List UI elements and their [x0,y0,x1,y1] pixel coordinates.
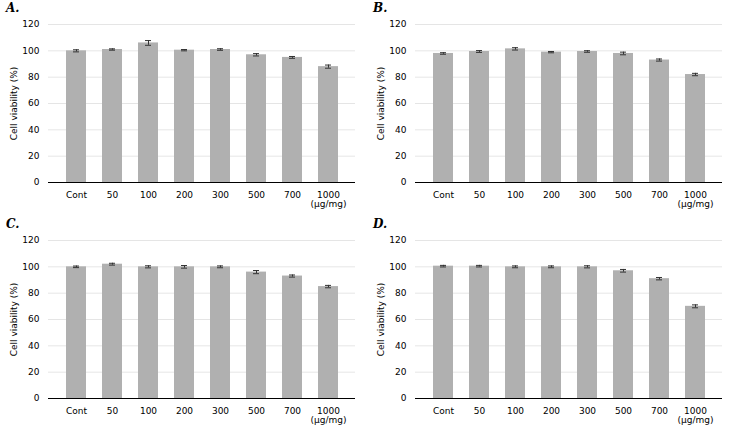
svg-text:Cell viability (%): Cell viability (%) [376,283,386,357]
svg-text:80: 80 [28,72,40,82]
svg-text:1000(μg/mg): 1000(μg/mg) [311,190,347,209]
svg-text:80: 80 [395,72,407,82]
svg-text:60: 60 [28,98,40,108]
svg-text:200: 200 [176,406,193,416]
svg-text:300: 300 [212,190,229,200]
svg-text:500: 500 [615,190,632,200]
svg-text:80: 80 [28,288,40,298]
svg-text:60: 60 [395,98,407,108]
svg-text:40: 40 [28,341,40,351]
svg-text:700: 700 [284,406,301,416]
svg-text:50: 50 [107,406,119,416]
svg-text:0: 0 [34,177,40,187]
svg-text:700: 700 [651,190,668,200]
svg-text:120: 120 [389,235,406,245]
svg-text:20: 20 [28,151,40,161]
html-text:A.: A. [6,1,20,15]
svg-text:700: 700 [651,406,668,416]
svg-text:1000(μg/mg): 1000(μg/mg) [311,406,347,425]
svg-text:0: 0 [34,393,40,403]
svg-text:Cont: Cont [66,406,87,416]
svg-text:20: 20 [395,151,407,161]
svg-text:40: 40 [395,341,407,351]
svg-text:Cont: Cont [433,190,454,200]
svg-text:120: 120 [22,235,39,245]
svg-text:500: 500 [615,406,632,416]
svg-text:100: 100 [22,46,39,56]
svg-text:0: 0 [401,393,407,403]
svg-text:80: 80 [395,288,407,298]
svg-text:50: 50 [474,406,486,416]
svg-text:40: 40 [395,125,407,135]
svg-text:0: 0 [401,177,407,187]
svg-text:300: 300 [579,190,596,200]
svg-text:120: 120 [22,19,39,29]
svg-text:200: 200 [543,190,560,200]
svg-text:100: 100 [389,46,406,56]
svg-text:300: 300 [212,406,229,416]
svg-text:1000(μg/mg): 1000(μg/mg) [678,190,714,209]
svg-text:20: 20 [28,367,40,377]
svg-text:500: 500 [248,190,265,200]
svg-text:200: 200 [543,406,560,416]
svg-text:100: 100 [22,262,39,272]
svg-text:700: 700 [284,190,301,200]
svg-text:50: 50 [107,190,119,200]
svg-text:Cont: Cont [433,406,454,416]
html-text:D.: D. [373,217,388,231]
svg-text:60: 60 [28,314,40,324]
svg-text:Cell viability (%): Cell viability (%) [9,67,19,141]
svg-text:20: 20 [395,367,407,377]
svg-text:100: 100 [140,406,157,416]
svg-text:Cont: Cont [66,190,87,200]
svg-text:100: 100 [389,262,406,272]
html-text:B.: B. [373,1,388,15]
svg-text:100: 100 [507,406,524,416]
svg-text:Cell viability (%): Cell viability (%) [376,67,386,141]
svg-text:100: 100 [140,190,157,200]
svg-text:120: 120 [389,19,406,29]
svg-text:60: 60 [395,314,407,324]
svg-text:40: 40 [28,125,40,135]
svg-text:500: 500 [248,406,265,416]
svg-text:300: 300 [579,406,596,416]
svg-text:1000(μg/mg): 1000(μg/mg) [678,406,714,425]
svg-text:Cell viability (%): Cell viability (%) [9,283,19,357]
svg-text:200: 200 [176,190,193,200]
svg-text:50: 50 [474,190,486,200]
html-text:C.: C. [6,217,20,231]
svg-text:100: 100 [507,190,524,200]
